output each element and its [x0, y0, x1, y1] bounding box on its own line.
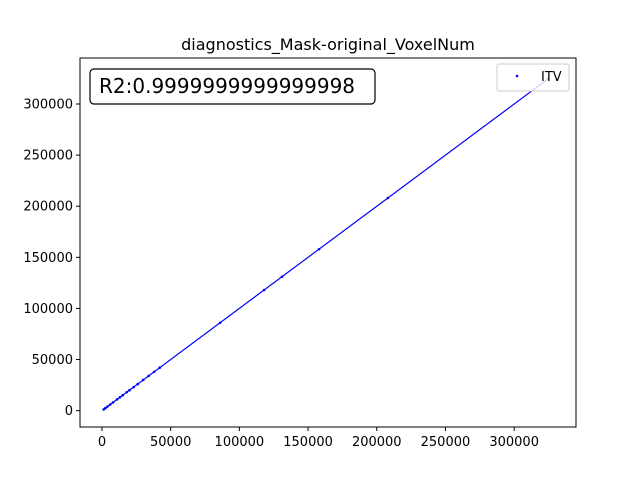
- x-tick-label: 200000: [352, 435, 402, 450]
- data-point: [147, 374, 150, 378]
- data-point: [104, 406, 107, 410]
- data-point: [132, 385, 135, 389]
- data-point: [125, 390, 129, 394]
- legend-box: [496, 63, 570, 92]
- data-point: [106, 405, 109, 408]
- annotation-box: [89, 68, 376, 105]
- data-point: [121, 394, 124, 397]
- data-point: [317, 247, 321, 251]
- legend-marker: [515, 74, 519, 78]
- data-point: [118, 396, 122, 399]
- y-tick-label: 0: [65, 404, 73, 419]
- plot-frame: [79, 57, 577, 428]
- r2-annotation: R2:0.9999999999999998: [89, 68, 376, 105]
- data-point: [136, 382, 140, 386]
- data-point: [280, 275, 284, 279]
- data-point: [141, 378, 145, 382]
- legend: ITV: [496, 63, 570, 92]
- y-tick-label: 200000: [23, 200, 73, 215]
- data-point: [262, 288, 266, 292]
- data-point: [128, 388, 131, 392]
- annotation-text: R2:0.9999999999999998: [99, 74, 355, 98]
- chart-title: diagnostics_Mask-original_VoxelNum: [181, 35, 475, 55]
- y-tick-label: 250000: [23, 149, 73, 164]
- data-point: [111, 401, 115, 404]
- plot-area: [102, 77, 550, 411]
- x-tick-label: 50000: [150, 435, 191, 450]
- y-tick-label: 150000: [23, 251, 73, 266]
- data-point: [152, 370, 156, 374]
- x-tick-label: 0: [98, 435, 106, 450]
- data-point: [102, 408, 105, 411]
- x-tick-label: 300000: [489, 435, 539, 450]
- data-point: [115, 398, 119, 401]
- y-tick-label: 50000: [32, 353, 73, 368]
- legend-label: ITV: [541, 70, 562, 85]
- y-tick-label: 300000: [23, 97, 73, 112]
- axes: 0 50000 100000 150000 200000 250000 300000 0 500…: [23, 57, 577, 450]
- x-tick-label: 250000: [421, 435, 471, 450]
- data-point: [108, 403, 112, 406]
- x-tick-label: 150000: [283, 435, 333, 450]
- data-point: [158, 366, 161, 370]
- fit-line: [103, 77, 549, 410]
- x-tick-label: 100000: [215, 435, 265, 450]
- data-point: [386, 196, 390, 200]
- y-tick-label: 100000: [23, 302, 73, 317]
- data-point: [218, 321, 222, 325]
